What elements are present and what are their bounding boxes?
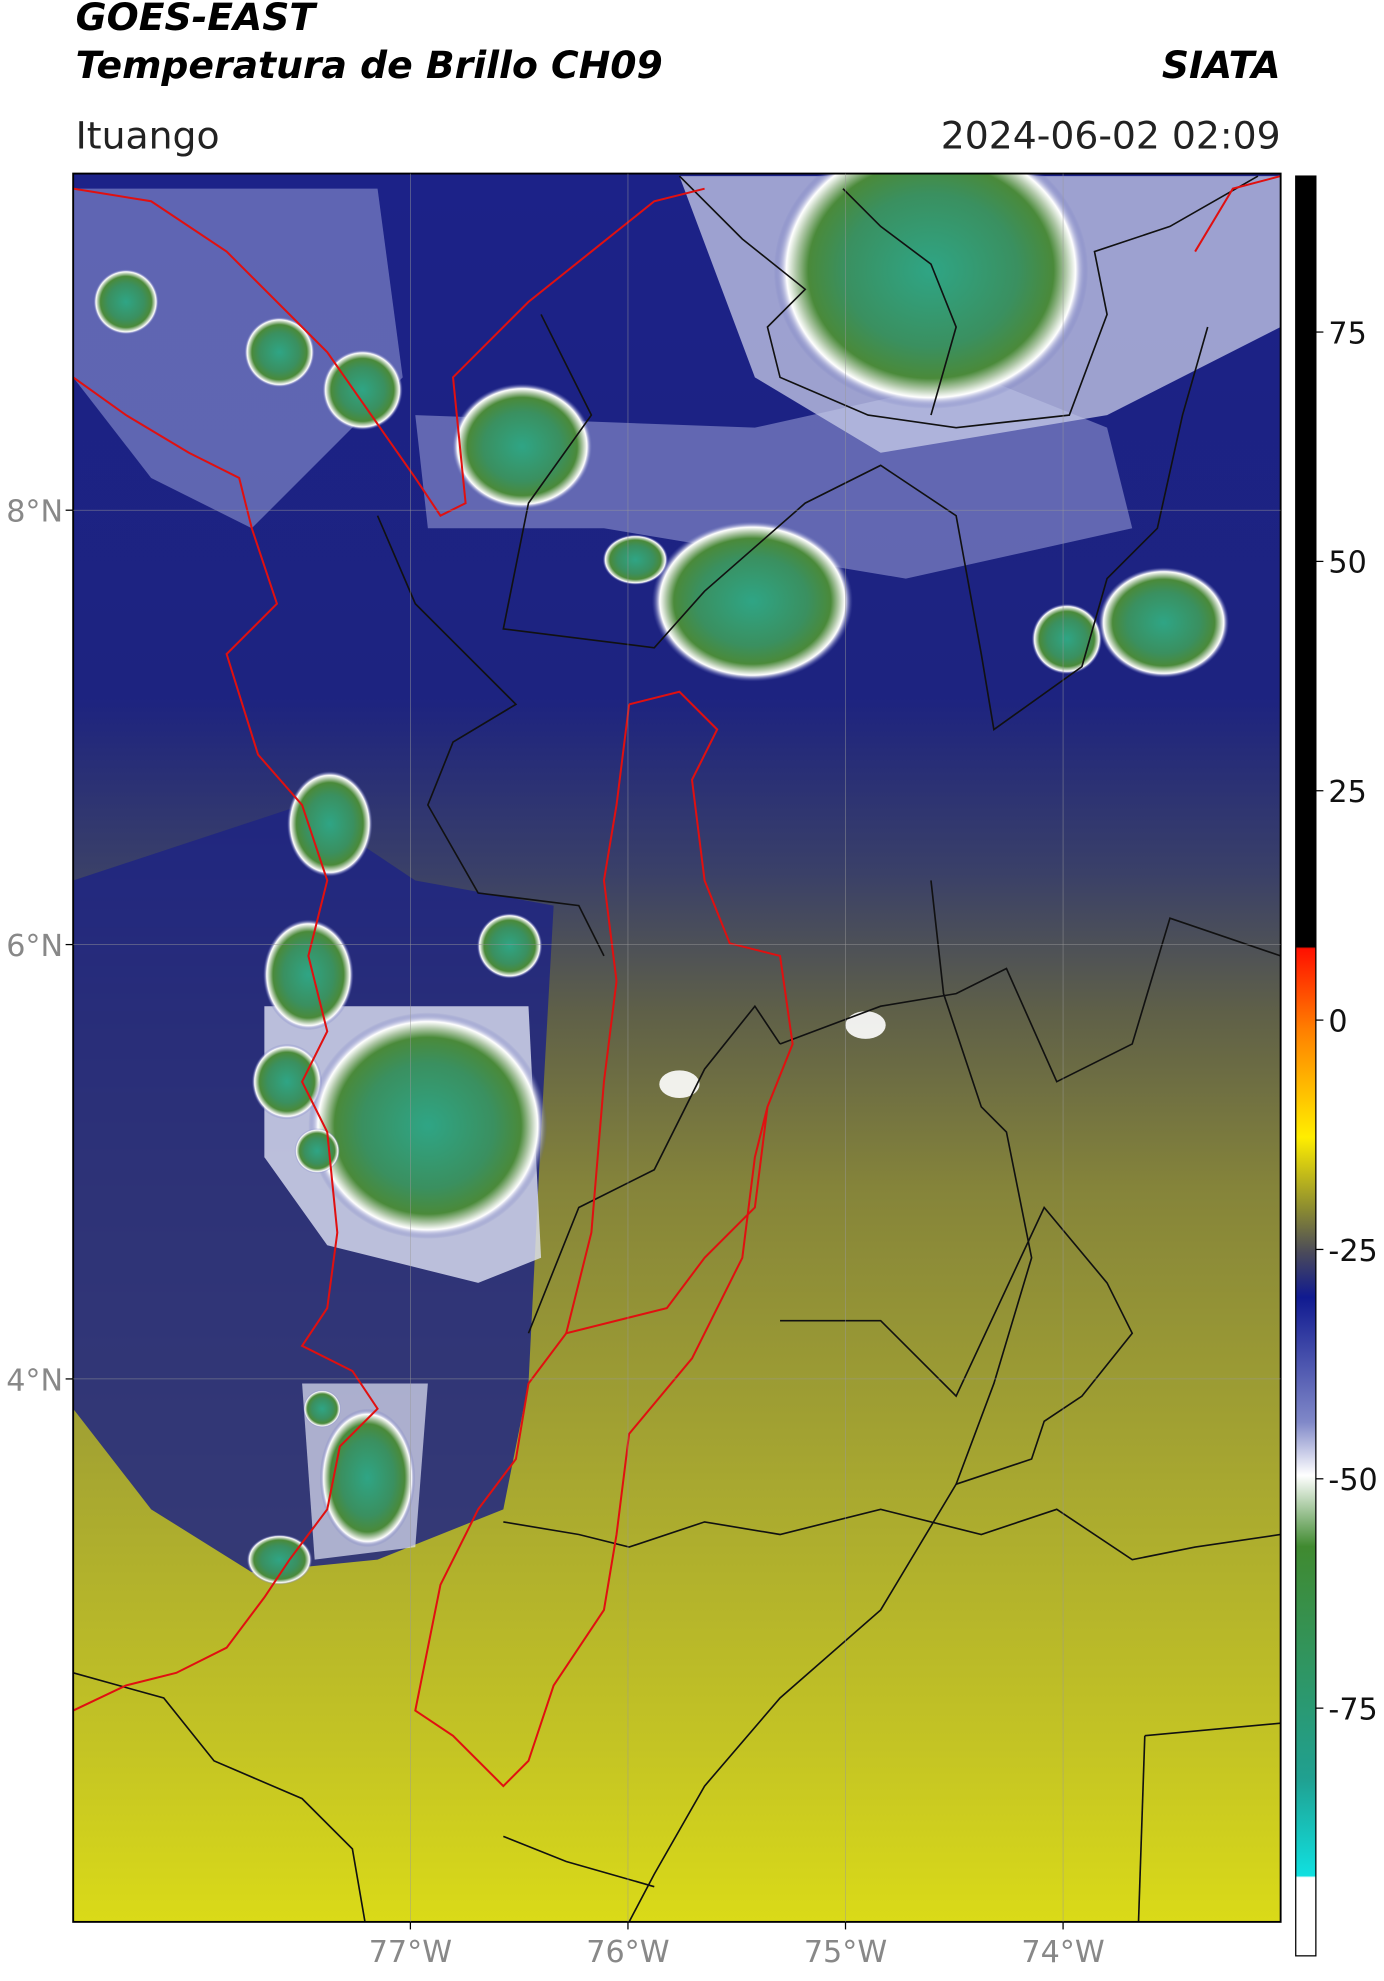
y-tick-label: 8°N bbox=[6, 495, 63, 530]
cloud-cell bbox=[93, 269, 159, 335]
y-tick-label: 4°N bbox=[6, 1363, 63, 1398]
cloud-cell bbox=[451, 383, 593, 510]
colorbar-tick-label: -75 bbox=[1328, 1692, 1377, 1727]
cloud-cell bbox=[659, 1070, 700, 1099]
datetime: 2024-06-02 02:09 bbox=[941, 113, 1281, 157]
borders bbox=[73, 175, 1281, 1922]
cloud-cell bbox=[322, 349, 403, 431]
colorbar-tick-label: 50 bbox=[1328, 546, 1366, 581]
cloud-cell bbox=[294, 1128, 340, 1174]
cloud-cell bbox=[251, 1043, 323, 1120]
region: Ituango bbox=[76, 113, 220, 157]
red-borders bbox=[73, 175, 1281, 1788]
y-tick-label: 6°N bbox=[6, 929, 63, 964]
colorbar-tick-label: -50 bbox=[1328, 1463, 1377, 1498]
cloud-cell bbox=[244, 316, 315, 388]
cloud-cell bbox=[773, 173, 1089, 409]
agency: SIATA bbox=[1162, 43, 1281, 87]
cloud-cell bbox=[602, 534, 669, 585]
cloud-cell bbox=[303, 1389, 342, 1428]
convective-cells bbox=[93, 173, 1230, 1585]
colorbar bbox=[1295, 175, 1317, 1957]
x-tick-label: 74°W bbox=[1021, 1935, 1104, 1970]
cloud-cell bbox=[1031, 603, 1103, 675]
x-tick-label: 76°W bbox=[586, 1935, 669, 1970]
cloud-cell bbox=[286, 771, 373, 877]
x-tick-label: 75°W bbox=[804, 1935, 887, 1970]
colorbar-tick-label: 75 bbox=[1328, 316, 1366, 351]
colorbar-tick-label: -25 bbox=[1328, 1234, 1377, 1269]
subtitle: Temperatura de Brillo CH09 bbox=[76, 43, 663, 87]
cloud-cell bbox=[308, 1012, 548, 1239]
map-image bbox=[73, 173, 1281, 1922]
cloud-cell bbox=[651, 520, 853, 682]
colorbar-tick-label: 25 bbox=[1328, 775, 1366, 810]
cloud-cell bbox=[476, 913, 543, 979]
cloud-haze bbox=[73, 188, 403, 529]
title: GOES-EAST bbox=[76, 0, 319, 39]
x-tick-label: 77°W bbox=[369, 1935, 452, 1970]
cloud-cell bbox=[263, 919, 354, 1031]
cloud-cell bbox=[845, 1011, 886, 1039]
cloud-cell bbox=[246, 1534, 313, 1585]
map-frame bbox=[72, 172, 1282, 1923]
cloud-cell bbox=[1098, 567, 1230, 678]
colorbar-tick-label: 0 bbox=[1328, 1004, 1347, 1039]
